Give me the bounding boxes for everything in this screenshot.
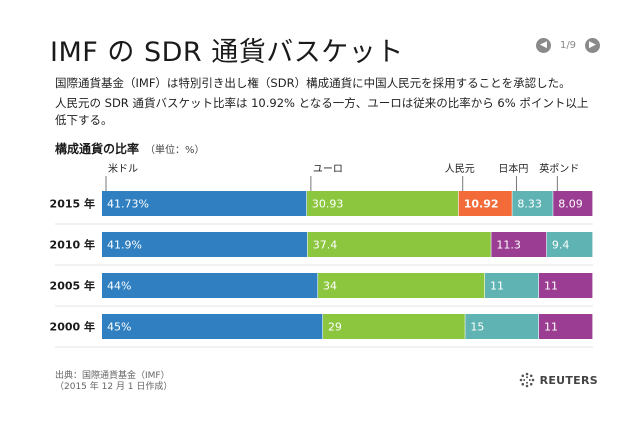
- bar-segment-usd: [102, 273, 318, 298]
- currency-label-eur: ユーロ: [313, 164, 343, 175]
- data-label: 11: [544, 321, 558, 334]
- stacked-bar-chart: 米ドル ユーロ 人民元 日本円 英ポンド 2015 年 41.73% 30.93 10.92 8.…: [50, 162, 593, 348]
- data-label: 11.3: [496, 239, 521, 252]
- data-label: 34: [323, 280, 337, 293]
- bar-segment-jpy: [512, 191, 553, 216]
- bar-segment-gbp: [538, 273, 593, 298]
- bar-segment-eur: [307, 232, 491, 257]
- data-label: 11: [544, 280, 558, 293]
- bar-segment-eur: [318, 273, 485, 298]
- data-label: 29: [328, 321, 342, 334]
- bar-segment-usd: [102, 191, 307, 216]
- bar-segment-jpy: [465, 314, 539, 339]
- chart-title-text: 構成通貨の比率: [55, 142, 140, 156]
- bar-segment-gbp: [553, 191, 593, 216]
- logo-text: REUTERS: [539, 373, 598, 387]
- data-label: 30.93: [312, 198, 344, 211]
- data-label: 37.4: [313, 239, 338, 252]
- category-label: 2010 年: [50, 238, 95, 252]
- category-label: 2015 年: [50, 197, 95, 211]
- currency-label-cny: 人民元: [445, 163, 475, 175]
- bar-segment-eur: [322, 314, 465, 339]
- data-label: 8.09: [558, 198, 583, 211]
- data-label: 15: [470, 321, 484, 334]
- currency-label-jpy: 日本円: [498, 162, 528, 175]
- footer: 出典：国際通貨基金（IMF） （2015 年 12 月 1 日作成）: [55, 371, 172, 393]
- bar-segment-jpy: [484, 273, 539, 298]
- chart-title: 構成通貨の比率 （単位：%）: [55, 140, 205, 157]
- chart-unit: （単位：%）: [145, 145, 205, 156]
- description: 国際通貨基金（IMF）は特別引き出し権（SDR）構成通貨に中国人民元を採用するこ…: [55, 75, 595, 132]
- date-note: （2015 年 12 月 1 日作成）: [55, 382, 173, 392]
- data-label: 45%: [107, 321, 131, 334]
- data-label: 41.73%: [107, 198, 149, 211]
- bar-segment-eur: [306, 191, 459, 216]
- data-label: 11: [490, 280, 504, 293]
- description-line-2: 人民元の SDR 通貨バスケット比率は 10.92% となる一方、ユーロは従来の…: [55, 96, 589, 127]
- page-counter: 1/9: [559, 40, 577, 51]
- bar-segment-gbp: [538, 314, 593, 339]
- page-title: IMF の SDR 通貨バスケット: [50, 37, 404, 68]
- currency-label-usd: 米ドル: [108, 162, 138, 175]
- data-label: 10.92: [464, 198, 499, 211]
- source-note: 出典：国際通貨基金（IMF）: [55, 371, 170, 381]
- bar-segment-gbp: [491, 232, 547, 257]
- reuters-logo: REUTERS: [519, 372, 598, 388]
- data-label: 8.33: [517, 198, 542, 211]
- bar-segment-usd: [102, 314, 323, 339]
- bar-segment-jpy: [546, 232, 593, 257]
- description-line-1: 国際通貨基金（IMF）は特別引き出し権（SDR）構成通貨に中国人民元を採用するこ…: [55, 76, 571, 90]
- pager: ◀ 1/9 ▶: [536, 38, 600, 53]
- data-label: 41.9%: [107, 239, 142, 252]
- category-label: 2000 年: [50, 320, 95, 334]
- currency-label-gbp: 英ポンド: [539, 162, 579, 175]
- chevron-right-icon[interactable]: ▶: [585, 38, 600, 53]
- data-label: 9.4: [552, 239, 570, 252]
- data-label: 44%: [107, 280, 131, 293]
- category-label: 2005 年: [50, 279, 95, 293]
- bar-segment-usd: [102, 232, 308, 257]
- chevron-left-icon[interactable]: ◀: [536, 38, 551, 53]
- bar-segment-cny: [458, 191, 512, 216]
- reuters-dots-icon: [519, 372, 534, 388]
